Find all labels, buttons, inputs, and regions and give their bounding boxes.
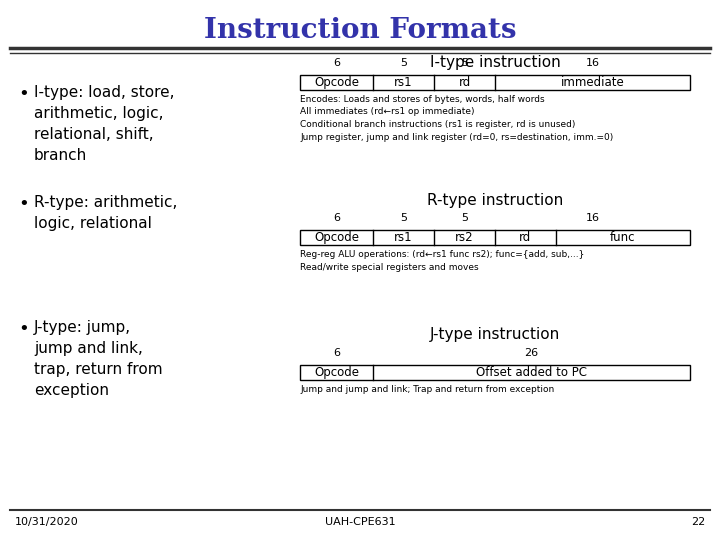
Text: func: func	[611, 231, 636, 244]
Text: •: •	[18, 85, 29, 103]
Text: R-type instruction: R-type instruction	[427, 192, 563, 207]
Text: rs1: rs1	[395, 231, 413, 244]
Text: immediate: immediate	[561, 76, 624, 89]
Text: 6: 6	[333, 213, 340, 223]
FancyBboxPatch shape	[300, 230, 690, 245]
FancyBboxPatch shape	[300, 75, 690, 90]
Text: 26: 26	[524, 348, 539, 358]
Text: J-type instruction: J-type instruction	[430, 327, 560, 342]
Text: rs1: rs1	[395, 76, 413, 89]
Text: 22: 22	[690, 517, 705, 527]
Text: Opcode: Opcode	[314, 76, 359, 89]
Text: 16: 16	[585, 58, 600, 68]
Text: Jump and jump and link; Trap and return from exception: Jump and jump and link; Trap and return …	[300, 385, 554, 394]
Text: 6: 6	[333, 58, 340, 68]
Text: Offset added to PC: Offset added to PC	[476, 366, 587, 379]
Text: rd: rd	[459, 76, 471, 89]
Text: J-type: jump,
jump and link,
trap, return from
exception: J-type: jump, jump and link, trap, retur…	[34, 320, 163, 398]
FancyBboxPatch shape	[300, 365, 690, 380]
Text: 5: 5	[461, 58, 468, 68]
Text: I-type: load, store,
arithmetic, logic,
relational, shift,
branch: I-type: load, store, arithmetic, logic, …	[34, 85, 174, 163]
Text: •: •	[18, 320, 29, 338]
Text: rd: rd	[519, 231, 531, 244]
Text: Encodes: Loads and stores of bytes, words, half words
All immediates (rd←rs1 op : Encodes: Loads and stores of bytes, word…	[300, 95, 613, 141]
Text: Reg-reg ALU operations: (rd←rs1 func rs2); func={add, sub,...}
Read/write specia: Reg-reg ALU operations: (rd←rs1 func rs2…	[300, 250, 585, 272]
Text: rs2: rs2	[455, 231, 474, 244]
Text: •: •	[18, 195, 29, 213]
Text: 5: 5	[400, 58, 407, 68]
Text: I-type instruction: I-type instruction	[430, 55, 560, 70]
Text: Instruction Formats: Instruction Formats	[204, 17, 516, 44]
Text: 5: 5	[461, 213, 468, 223]
Text: Opcode: Opcode	[314, 231, 359, 244]
Text: 10/31/2020: 10/31/2020	[15, 517, 78, 527]
Text: UAH-CPE631: UAH-CPE631	[325, 517, 395, 527]
Text: R-type: arithmetic,
logic, relational: R-type: arithmetic, logic, relational	[34, 195, 177, 231]
Text: 5: 5	[400, 213, 407, 223]
Text: 6: 6	[333, 348, 340, 358]
Text: Opcode: Opcode	[314, 366, 359, 379]
Text: 16: 16	[585, 213, 600, 223]
